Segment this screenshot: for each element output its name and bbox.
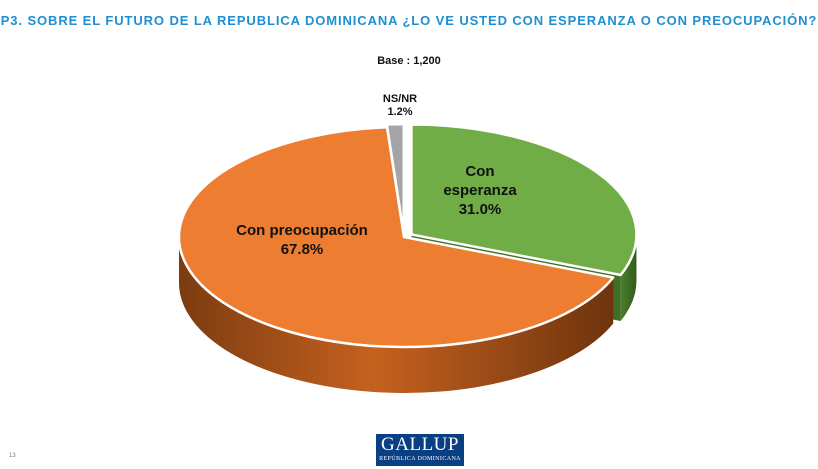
- pie-tops: [177, 122, 638, 349]
- slice-value: 1.2%: [387, 106, 412, 118]
- slice-name: Con: [465, 163, 494, 180]
- slice-label-con-esperanza: Con esperanza 31.0%: [443, 163, 517, 218]
- logo-subtitle: REPÚBLICA DOMINICANA: [379, 456, 461, 462]
- pie-slice-con-esperanza: [410, 123, 638, 277]
- slice-name: NS/NR: [383, 93, 417, 105]
- slice-value: 31.0%: [459, 201, 502, 218]
- slice-labels: Con esperanza 31.0% Con preocupación 67.8% NS…: [236, 93, 517, 258]
- gallup-logo: GALLUP REPÚBLICA DOMINICANA: [376, 434, 464, 466]
- base-size-label: Base : 1,200: [377, 55, 441, 67]
- slice-label-ns-nr: NS/NR 1.2%: [383, 93, 417, 118]
- slice-label-con-preocupaci-n: Con preocupación 67.8%: [236, 222, 368, 258]
- page-number: 13: [9, 453, 16, 459]
- slice-value: 67.8%: [281, 241, 324, 258]
- slice-name: Con preocupación: [236, 222, 368, 239]
- pie-slice-ns-nr: [385, 122, 406, 236]
- logo-word: GALLUP: [381, 434, 459, 455]
- pie-slice-con-preocupaci-n: [177, 126, 615, 349]
- slice-name: esperanza: [443, 182, 517, 199]
- pie-side-con-preocupaci-n: [179, 237, 614, 393]
- chart-title: P3. SOBRE EL FUTURO DE LA REPUBLICA DOMI…: [0, 13, 818, 28]
